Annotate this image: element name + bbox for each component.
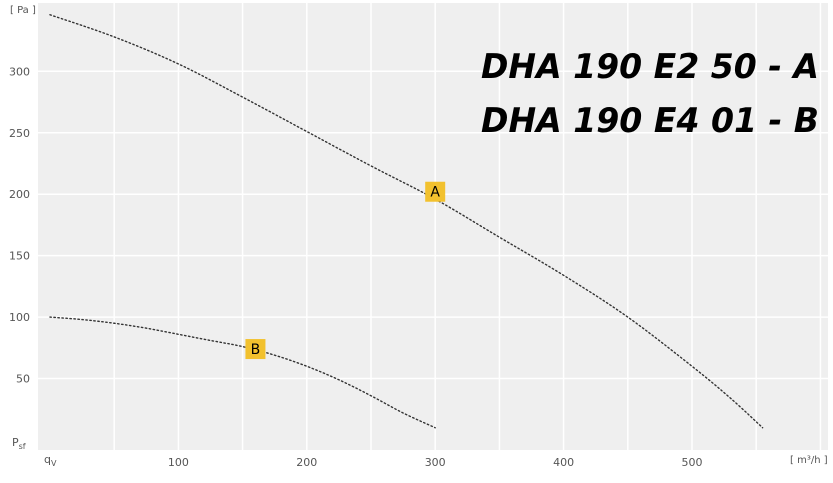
series-line-b (49, 316, 436, 429)
y-axis-symbol-sub: sf (19, 442, 26, 451)
x-tick-label: 500 (682, 456, 703, 469)
model-title-a: DHA 190 E2 50 - A (481, 47, 819, 87)
y-axis-symbol-main: P (12, 436, 19, 449)
y-tick-label: 150 (9, 250, 30, 263)
y-tick-label: 100 (9, 311, 30, 324)
series-label-box-b (245, 339, 266, 360)
model-title-b: DHA 190 E4 01 - B (481, 101, 819, 141)
tick-labels: 50 100 150 200 250 300 100 200 300 400 500 (9, 65, 703, 469)
x-axis-symbol-main: q (44, 453, 51, 466)
plot-area (38, 3, 828, 450)
series-label-box-a (425, 181, 446, 202)
x-axis-symbol: qV (44, 453, 57, 468)
series-label-a: A (430, 185, 440, 201)
y-tick-label: 50 (16, 373, 30, 386)
grid-lines (38, 3, 828, 450)
y-axis-symbol: Psf (12, 436, 26, 451)
y-tick-label: 250 (9, 127, 30, 140)
x-axis-symbol-sub: V (51, 459, 57, 468)
x-tick-label: 300 (425, 456, 446, 469)
y-unit-label: [ Pa ] (10, 5, 36, 16)
series-label-b: B (251, 342, 261, 358)
x-unit-label: [ m³/h ] (790, 455, 828, 466)
x-tick-label: 100 (168, 456, 189, 469)
y-tick-label: 300 (9, 65, 30, 78)
series-layer: AB (49, 14, 764, 429)
y-tick-label: 200 (9, 188, 30, 201)
x-tick-label: 400 (553, 456, 574, 469)
x-tick-label: 200 (296, 456, 317, 469)
